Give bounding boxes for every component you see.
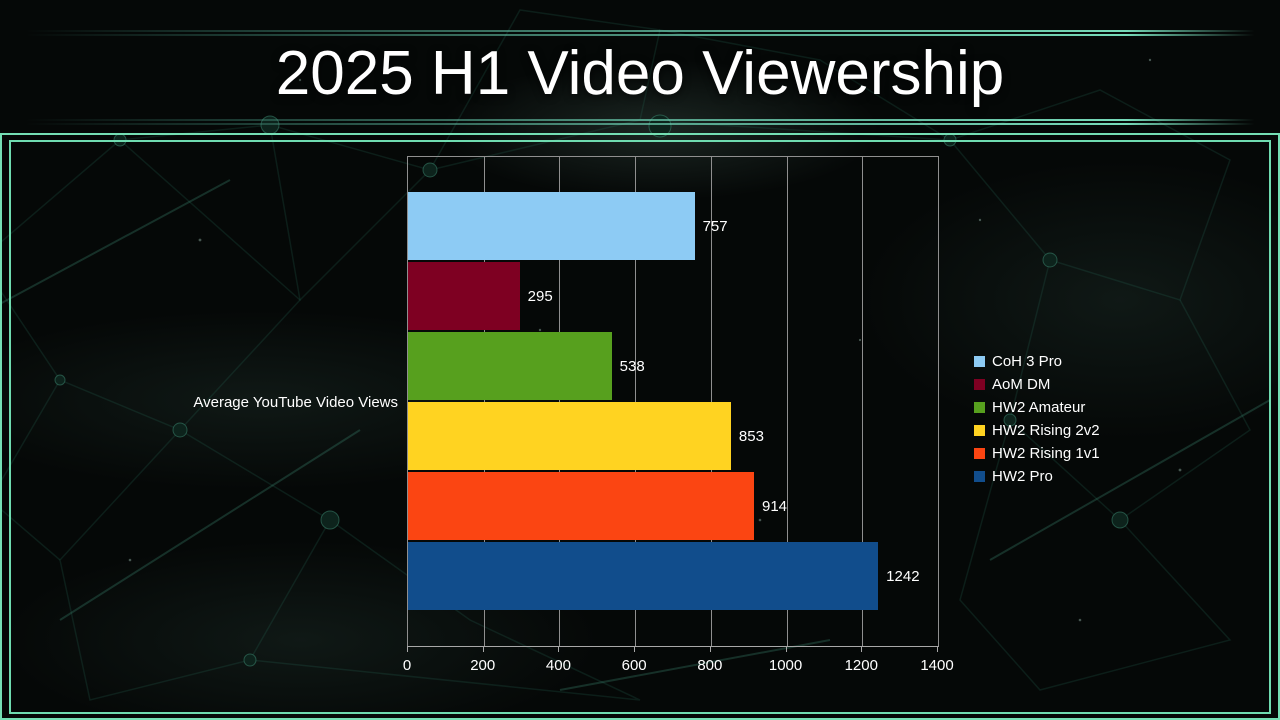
bar-value-label: 538 <box>619 357 645 375</box>
legend-item-label: HW2 Pro <box>992 468 1053 485</box>
legend-swatch <box>974 402 985 413</box>
x-tick-label: 0 <box>402 657 412 674</box>
axis-title: Average YouTube Video Views <box>193 394 398 411</box>
x-tick-label: 1000 <box>768 657 803 674</box>
x-tick-label: 1200 <box>844 657 878 674</box>
gridline <box>559 157 561 646</box>
content-frame-inner <box>9 140 1271 714</box>
legend-swatch <box>974 425 985 436</box>
legend-swatch <box>974 356 985 367</box>
x-tick-label: 200 <box>470 657 496 674</box>
legend-swatch <box>974 379 985 390</box>
legend-item-label: CoH 3 Pro <box>992 353 1063 370</box>
x-tick-mark <box>709 646 711 652</box>
x-tick-mark <box>861 646 863 652</box>
bar-coh-3-pro <box>408 192 695 260</box>
x-tick-label: 800 <box>697 657 723 674</box>
bar-hw2-rising-1v1 <box>408 472 754 540</box>
legend-item-label: HW2 Amateur <box>992 399 1086 416</box>
divider-line <box>0 123 1280 125</box>
x-tick-label: 1400 <box>920 657 954 674</box>
gridline <box>786 157 788 646</box>
legend-item: HW2 Rising 1v1 <box>974 442 1100 465</box>
legend-swatch <box>974 448 985 459</box>
legend-swatch <box>974 471 985 482</box>
gridline <box>862 157 864 646</box>
gridline <box>483 157 485 646</box>
bar-hw2-pro <box>408 542 879 610</box>
divider-line <box>0 119 1280 121</box>
page-title: 2025 H1 Video Viewership <box>275 39 1005 108</box>
title-top-divider <box>0 30 1280 38</box>
legend-item: HW2 Rising 2v2 <box>974 419 1100 442</box>
legend-item-label: AoM DM <box>992 376 1051 393</box>
bar-value-label: 914 <box>762 497 788 515</box>
legend-item: CoH 3 Pro <box>974 350 1100 373</box>
content-frame-outer <box>0 133 1280 720</box>
bar-value-label: 1242 <box>886 567 920 585</box>
divider-line <box>0 30 1280 32</box>
legend-item-label: HW2 Rising 1v1 <box>992 445 1100 462</box>
bar-value-label: 295 <box>527 287 553 305</box>
gridline <box>635 157 637 646</box>
divider-line <box>0 34 1280 36</box>
x-tick-label: 600 <box>621 657 647 674</box>
x-tick-mark <box>558 646 560 652</box>
bar-hw2-amateur <box>408 332 612 400</box>
x-tick-label: 400 <box>545 657 571 674</box>
legend-item-label: HW2 Rising 2v2 <box>992 422 1100 439</box>
x-tick-mark <box>937 646 938 652</box>
bar-value-label: 853 <box>738 427 764 445</box>
legend: CoH 3 Pro AoM DM HW2 Amateur HW2 Rising 2v2… <box>974 350 1100 488</box>
legend-item: AoM DM <box>974 373 1100 396</box>
x-tick-mark <box>634 646 636 652</box>
title-bottom-divider <box>0 119 1280 127</box>
x-tick-mark <box>407 646 408 652</box>
plot-area: 757 295 538 853 914 1242 <box>407 156 939 647</box>
x-tick-mark <box>482 646 484 652</box>
gridline <box>710 157 712 646</box>
bar-aom-dm <box>408 262 520 330</box>
legend-item: HW2 Amateur <box>974 396 1100 419</box>
x-tick-mark <box>785 646 787 652</box>
bar-hw2-rising-2v2 <box>408 402 731 470</box>
legend-item: HW2 Pro <box>974 465 1100 488</box>
bar-value-label: 757 <box>702 217 728 235</box>
